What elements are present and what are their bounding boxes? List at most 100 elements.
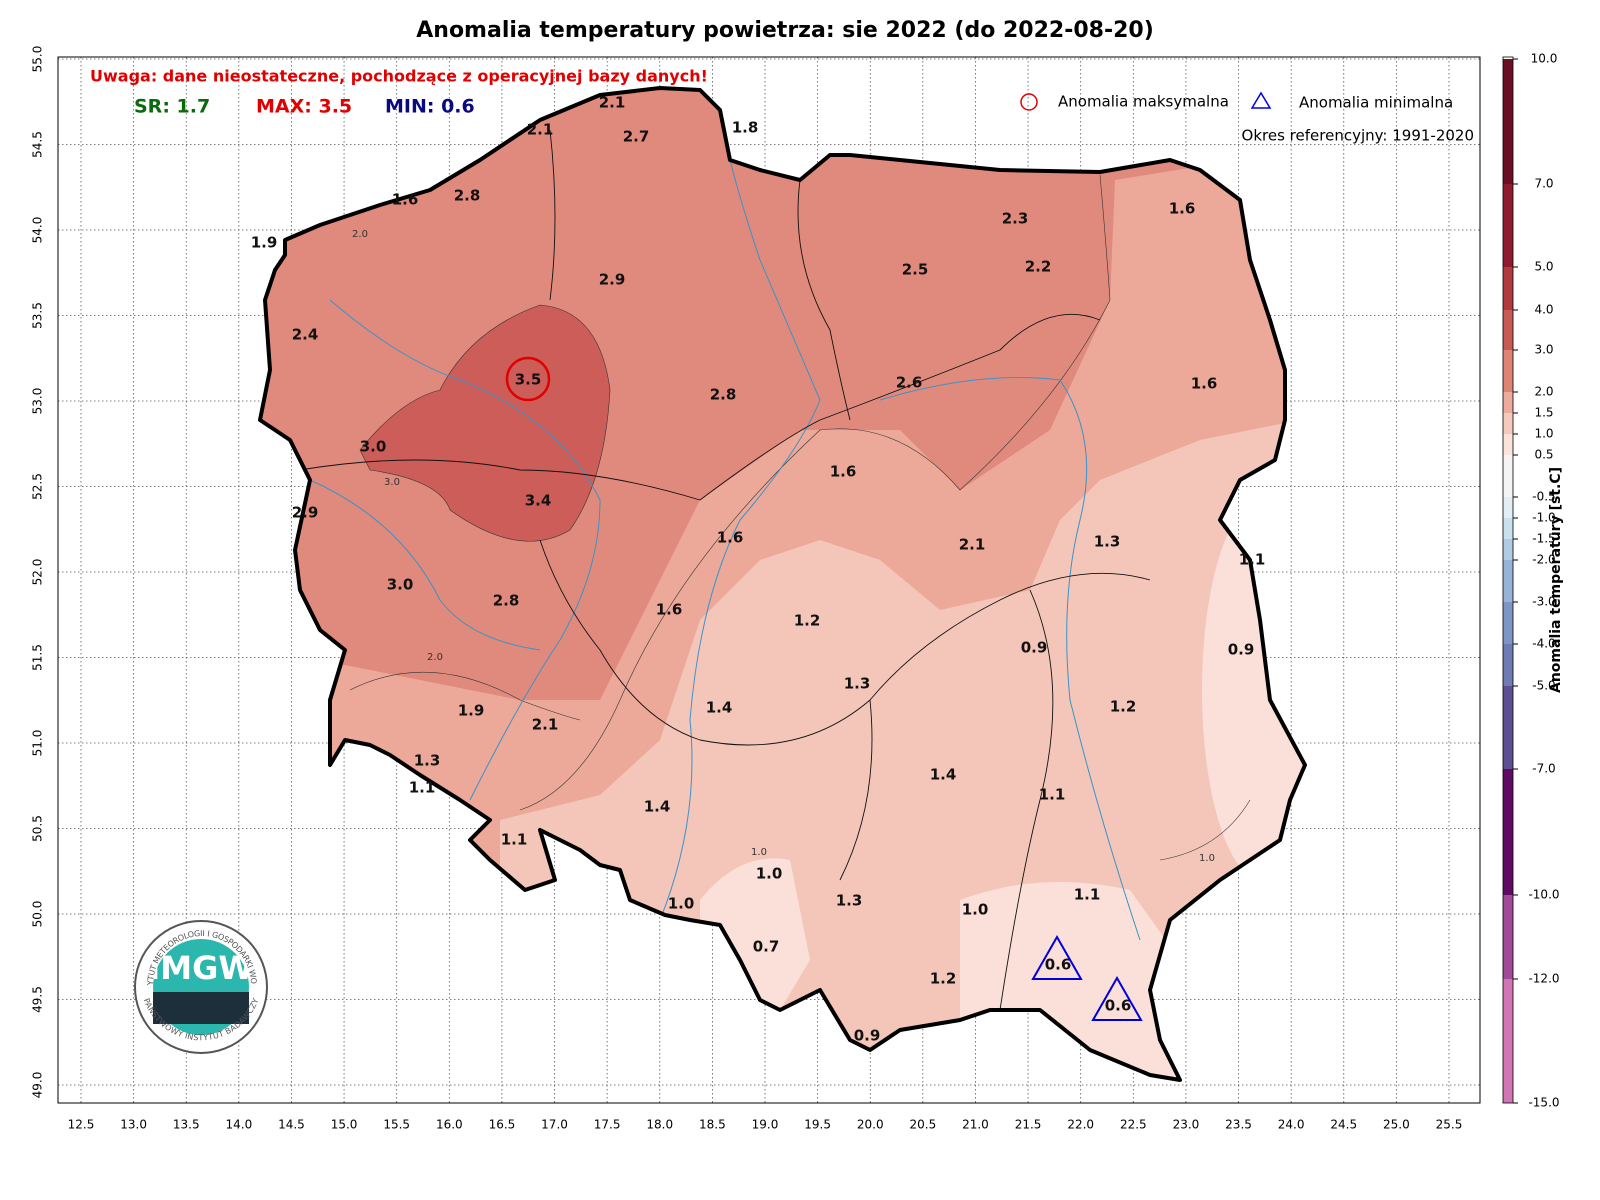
colorbar-tick-label: -1.5 (1532, 532, 1555, 546)
max-marker (505, 356, 551, 402)
station-value: 3.0 (360, 438, 387, 456)
x-tick-label: 24.0 (1278, 1118, 1305, 1132)
x-tick-label: 13.0 (120, 1118, 147, 1132)
station-value: 2.9 (599, 271, 626, 289)
logo-name: IMGW (148, 949, 253, 987)
x-tick-label: 25.0 (1383, 1118, 1410, 1132)
station-value: 1.2 (1110, 698, 1137, 716)
station-value: 2.1 (527, 121, 554, 139)
x-tick-label: 22.5 (1120, 1118, 1147, 1132)
colorbar-tick-label: -0.5 (1532, 490, 1555, 504)
colorbar-tick-label: -1.0 (1532, 511, 1555, 525)
colorbar-segment (1503, 455, 1513, 497)
colorbar-tick-label: 1.5 (1534, 406, 1553, 420)
colorbar-tick-label: 0.5 (1534, 448, 1553, 462)
x-tick-label: 19.5 (804, 1118, 831, 1132)
station-value: 1.0 (756, 865, 783, 883)
station-value: 0.9 (1228, 641, 1255, 659)
colorbar-tick-label: -4.0 (1532, 637, 1555, 651)
zone-above-3 (359, 304, 611, 542)
colorbar-tick-label: -10.0 (1528, 888, 1559, 902)
stat-max: MAX: 3.5 (256, 96, 352, 118)
station-value: 1.2 (930, 970, 957, 988)
station-value: 3.5 (515, 371, 542, 389)
colorbar-segment (1503, 184, 1513, 267)
colorbar-segment (1503, 560, 1513, 602)
legend-min-symbol (1250, 91, 1272, 109)
station-value: 2.9 (292, 504, 319, 522)
colorbar-tick-label: -15.0 (1528, 1096, 1559, 1110)
station-value: 1.3 (836, 892, 863, 910)
contour-label: 1.0 (751, 847, 767, 858)
station-value: 1.9 (458, 702, 485, 720)
contour-label: 2.0 (352, 229, 368, 240)
station-value: 2.6 (896, 374, 923, 392)
legend-min-label: Anomalia minimalna (1299, 94, 1453, 112)
station-value: 1.2 (794, 612, 821, 630)
colorbar-segment (1503, 769, 1513, 895)
station-value: 2.2 (1025, 258, 1052, 276)
station-value: 0.9 (854, 1027, 881, 1045)
colorbar-segment (1503, 979, 1513, 1103)
station-value: 1.4 (706, 699, 733, 717)
colorbar-tick-label: 4.0 (1534, 303, 1553, 317)
x-tick-label: 17.0 (541, 1118, 568, 1132)
y-tick-label: 55.0 (31, 46, 45, 73)
x-tick-label: 22.0 (1067, 1118, 1094, 1132)
station-value: 1.6 (717, 529, 744, 547)
y-tick-label: 49.0 (31, 1072, 45, 1099)
station-value: 0.6 (1105, 997, 1132, 1015)
colorbar-segment (1503, 497, 1513, 518)
station-value: 1.6 (1169, 200, 1196, 218)
y-tick-label: 50.5 (31, 815, 45, 842)
station-value: 1.3 (414, 752, 441, 770)
station-value: 2.4 (292, 326, 319, 344)
contour-label: 3.0 (384, 477, 400, 488)
colorbar-label: Anomalia temperatury [st.C] (1548, 467, 1564, 693)
station-value: 1.1 (1074, 886, 1101, 904)
x-tick-label: 19.0 (752, 1118, 779, 1132)
y-tick-label: 53.0 (31, 388, 45, 415)
y-tick-label: 53.5 (31, 302, 45, 329)
title: Anomalia temperatury powietrza: sie 2022… (416, 18, 1154, 43)
colorbar-segment (1503, 644, 1513, 686)
station-value: 1.4 (930, 766, 957, 784)
colorbar-segment (1503, 310, 1513, 350)
y-tick-label: 54.0 (31, 217, 45, 244)
station-value: 0.6 (1045, 956, 1072, 974)
station-value: 2.8 (710, 386, 737, 404)
x-tick-label: 24.5 (1330, 1118, 1357, 1132)
station-labels: 2.1 1.8 2.1 2.7 1.6 2.8 1.9 2.3 1.6 2.5 2.2 2.9 2.4 3… (251, 94, 1266, 1045)
colorbar-tick-label: 10.0 (1531, 52, 1558, 66)
x-tick-label: 18.5 (699, 1118, 726, 1132)
colorbar-segment (1503, 392, 1513, 413)
station-value: 1.0 (668, 895, 695, 913)
x-tick-label: 16.0 (436, 1118, 463, 1132)
admin-borders (299, 129, 1151, 1011)
x-tick-label: 25.5 (1436, 1118, 1463, 1132)
warning: Uwaga: dane nieostateczne, pochodzące z … (90, 67, 708, 86)
colorbar-tick-label: -5.0 (1532, 679, 1555, 693)
x-tick-label: 17.5 (594, 1118, 621, 1132)
colorbar: 10.0 7.0 5.0 4.0 3.0 2.0 1.5 1.0 0.5 -0.5 -1.0 -1.5… (1502, 52, 1560, 1110)
station-value: 1.1 (409, 779, 436, 797)
station-value: 1.3 (1094, 533, 1121, 551)
colorbar-segment (1503, 413, 1513, 434)
x-tick-label: 14.5 (278, 1118, 305, 1132)
x-tick-label: 15.5 (383, 1118, 410, 1132)
contour-line (1159, 799, 1251, 861)
colorbar-tick-label: 7.0 (1534, 177, 1553, 191)
station-value: 0.9 (1021, 639, 1048, 657)
colorbar-tick-label: -7.0 (1532, 762, 1555, 776)
legend-max-symbol (1020, 93, 1038, 111)
station-value: 1.0 (962, 901, 989, 919)
station-value: 3.0 (387, 576, 414, 594)
reference-period: Okres referencyjny: 1991-2020 (1242, 127, 1474, 145)
station-value: 2.8 (454, 187, 481, 205)
y-tick-label: 50.0 (31, 901, 45, 928)
colorbar-tick-label: 2.0 (1534, 385, 1553, 399)
colorbar-segment (1503, 350, 1513, 392)
y-tick-label: 51.5 (31, 644, 45, 671)
station-value: 2.5 (902, 261, 929, 279)
